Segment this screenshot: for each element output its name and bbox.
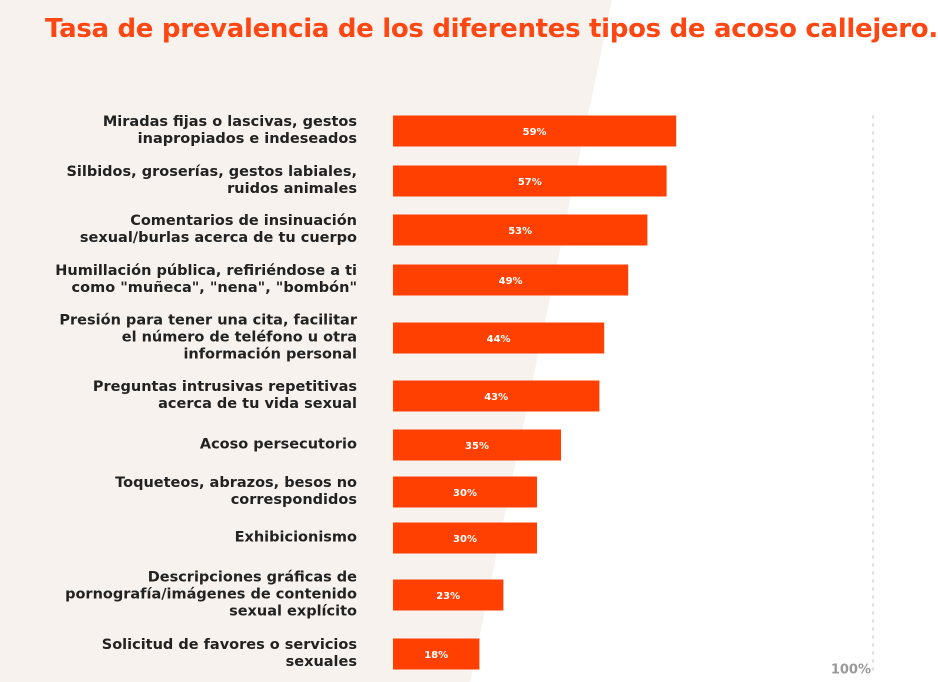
bar xyxy=(393,380,600,412)
value-label: 18% xyxy=(424,650,448,661)
bar xyxy=(393,165,667,197)
bar xyxy=(393,214,648,246)
category-label: Humillación pública, refiriéndose a ti c… xyxy=(55,263,357,296)
value-label: 53% xyxy=(508,226,532,237)
category-label: Preguntas intrusivas repetitivas acerca … xyxy=(92,379,357,412)
x-tick-label: 100% xyxy=(831,663,871,678)
category-label: Solicitud de favores o servicios sexuale… xyxy=(101,637,357,670)
bar xyxy=(393,579,504,611)
value-label: 35% xyxy=(465,441,489,452)
category-label: Silbidos, groserías, gestos labiales, ru… xyxy=(66,164,357,197)
value-label: 57% xyxy=(518,177,542,188)
bar xyxy=(393,638,480,670)
bar xyxy=(393,115,677,147)
bar xyxy=(393,522,537,554)
category-label: Miradas fijas o lascivas, gestos inaprop… xyxy=(102,114,357,147)
category-label: Descripciones gráficas de pornografía/im… xyxy=(65,569,357,620)
value-label: 30% xyxy=(453,534,477,545)
category-label: Toqueteos, abrazos, besos no correspondi… xyxy=(115,475,357,508)
bar xyxy=(393,476,537,508)
chart-title: Tasa de prevalencia de los diferentes ti… xyxy=(45,14,938,44)
bar xyxy=(393,264,629,296)
value-label: 23% xyxy=(436,591,460,602)
value-label: 59% xyxy=(523,127,547,138)
bar xyxy=(393,322,605,354)
category-label: Presión para tener una cita, facilitar e… xyxy=(59,312,357,363)
value-label: 49% xyxy=(499,276,523,287)
category-label: Exhibicionismo xyxy=(234,529,357,546)
value-label: 30% xyxy=(453,488,477,499)
bar xyxy=(393,429,561,461)
category-label: Acoso persecutorio xyxy=(199,436,357,453)
category-label: Comentarios de insinuación sexual/burlas… xyxy=(79,213,357,246)
value-label: 44% xyxy=(487,334,511,345)
value-label: 43% xyxy=(484,392,508,403)
